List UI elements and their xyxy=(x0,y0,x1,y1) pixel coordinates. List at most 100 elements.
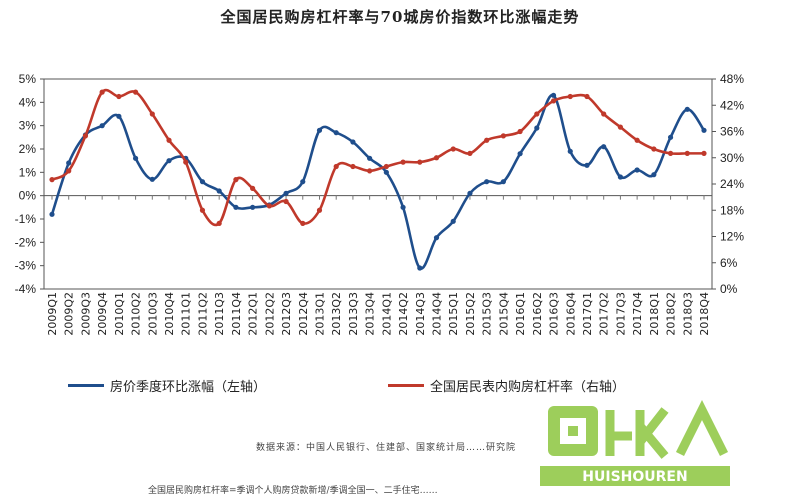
left-axis-tick-label: 1% xyxy=(19,165,37,179)
x-axis-tick-label: 2010Q2 xyxy=(130,292,143,336)
data-source-note: 数据来源：中国人民银行、住建部、国家统计局……研究院 xyxy=(256,443,517,453)
data-point-leverage xyxy=(49,177,55,183)
x-axis-tick-label: 2018Q4 xyxy=(698,292,711,336)
data-point-house-price xyxy=(651,172,657,178)
x-axis-tick-label: 2016Q2 xyxy=(531,292,544,336)
data-point-leverage xyxy=(250,185,256,191)
data-point-leverage xyxy=(450,146,456,152)
legend-swatch-blue xyxy=(68,384,104,387)
data-point-house-price xyxy=(534,125,540,131)
right-axis-tick-label: 36% xyxy=(720,125,744,139)
data-point-leverage xyxy=(550,98,557,104)
x-axis-tick-label: 2009Q4 xyxy=(96,292,109,336)
data-point-house-price xyxy=(149,176,155,182)
data-point-leverage xyxy=(99,89,105,95)
left-axis-tick-label: 2% xyxy=(19,142,37,156)
x-axis-tick-label: 2015Q4 xyxy=(497,292,510,336)
data-point-leverage xyxy=(433,155,440,161)
data-point-house-price xyxy=(300,179,306,185)
left-axis-tick-label: 0% xyxy=(19,189,37,203)
data-point-leverage xyxy=(66,168,72,174)
data-point-house-price xyxy=(233,204,239,210)
data-point-leverage xyxy=(367,168,373,174)
data-point-house-price xyxy=(66,160,72,166)
legend-item-house-price: 房价季度环比涨幅（左轴） xyxy=(68,376,266,395)
legend-label-house-price: 房价季度环比涨幅（左轴） xyxy=(110,380,267,395)
right-axis-tick-label: 6% xyxy=(720,256,738,270)
legend-swatch-red xyxy=(388,384,424,387)
x-axis-tick-label: 2009Q3 xyxy=(79,292,92,336)
data-point-house-price xyxy=(316,127,323,133)
svg-text:HUISHOUREN: HUISHOUREN xyxy=(582,469,687,485)
left-axis-tick-label: 4% xyxy=(19,95,37,109)
data-point-house-price xyxy=(283,190,289,196)
data-point-leverage xyxy=(166,137,172,143)
left-axis-tick-label: -3% xyxy=(15,259,37,273)
x-axis-tick-label: 2011Q2 xyxy=(196,292,209,336)
data-point-leverage xyxy=(684,150,690,156)
data-point-leverage xyxy=(283,198,289,205)
x-axis-tick-label: 2009Q1 xyxy=(46,292,59,336)
x-axis-tick-label: 2012Q3 xyxy=(280,292,293,336)
data-point-leverage xyxy=(132,89,139,95)
x-axis-tick-label: 2012Q2 xyxy=(263,292,276,336)
data-point-leverage xyxy=(484,137,490,143)
x-axis-tick-label: 2016Q1 xyxy=(514,292,527,336)
data-point-leverage xyxy=(183,159,189,165)
x-axis-tick-label: 2015Q3 xyxy=(481,292,494,336)
data-point-house-price xyxy=(584,162,590,168)
left-axis-tick-label: 5% xyxy=(19,72,37,86)
right-axis-tick-label: 42% xyxy=(720,98,744,112)
data-point-house-price xyxy=(367,155,373,161)
data-point-leverage xyxy=(233,177,239,183)
data-point-house-price xyxy=(116,113,122,119)
left-axis-tick-label: -2% xyxy=(15,235,37,249)
x-axis-tick-label: 2010Q4 xyxy=(163,292,176,336)
data-point-house-price xyxy=(333,130,339,136)
data-point-house-price xyxy=(550,92,557,98)
data-point-house-price xyxy=(99,123,105,129)
data-point-leverage xyxy=(467,150,473,156)
data-point-leverage xyxy=(667,150,674,156)
right-axis-tick-label: 18% xyxy=(720,203,744,217)
data-point-leverage xyxy=(300,220,306,226)
data-point-house-price xyxy=(433,235,440,241)
x-axis-tick-label: 2017Q4 xyxy=(631,292,644,336)
left-axis-tick-label: -4% xyxy=(15,282,37,296)
data-point-leverage xyxy=(701,150,707,156)
data-point-house-price xyxy=(684,106,690,112)
data-point-house-price xyxy=(617,174,624,180)
right-axis-tick-label: 48% xyxy=(720,72,744,86)
x-axis-tick-label: 2012Q1 xyxy=(247,292,260,336)
data-point-house-price xyxy=(199,179,206,185)
x-axis-tick-label: 2014Q3 xyxy=(414,292,427,336)
data-point-house-price xyxy=(500,179,506,185)
data-point-leverage xyxy=(216,220,222,226)
series-line-house-price xyxy=(50,93,706,270)
data-point-house-price xyxy=(166,158,172,164)
x-axis-tick-label: 2016Q3 xyxy=(548,292,561,336)
plot-frame xyxy=(43,78,713,290)
data-point-house-price xyxy=(517,151,523,157)
data-point-leverage xyxy=(82,133,89,139)
data-point-leverage xyxy=(383,163,389,170)
x-axis-tick-label: 2011Q1 xyxy=(180,292,193,336)
legend-label-leverage: 全国居民表内购房杠杆率（右轴） xyxy=(430,380,626,395)
data-point-house-price xyxy=(701,127,707,133)
x-axis-tick-label: 2013Q2 xyxy=(330,292,343,336)
data-point-leverage xyxy=(517,128,523,135)
x-axis-tick-label: 2016Q4 xyxy=(564,292,577,336)
data-point-house-price xyxy=(567,148,573,154)
data-point-house-price xyxy=(49,211,55,217)
data-point-leverage xyxy=(534,111,540,117)
data-point-leverage xyxy=(199,207,206,213)
data-point-leverage xyxy=(500,133,506,139)
data-point-house-price xyxy=(450,218,456,224)
data-point-leverage xyxy=(350,163,356,170)
x-axis-tick-label: 2009Q2 xyxy=(63,292,76,336)
data-point-house-price xyxy=(132,155,139,161)
watermark-logo: HUISHOUREN xyxy=(540,399,730,486)
data-point-house-price xyxy=(634,167,640,173)
data-point-leverage xyxy=(634,137,640,143)
data-point-leverage xyxy=(584,93,590,100)
